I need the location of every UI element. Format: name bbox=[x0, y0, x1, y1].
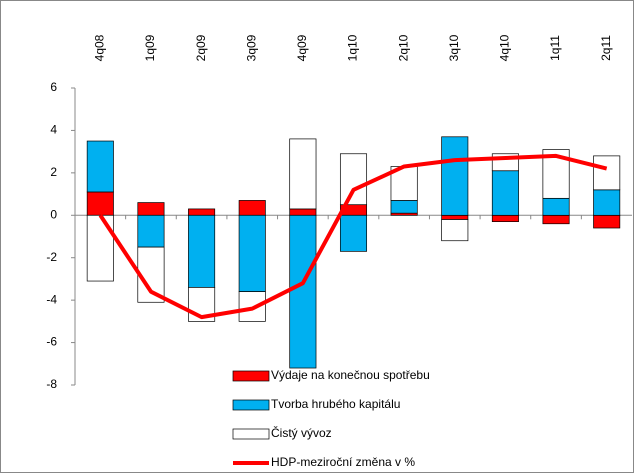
y-tick-label: 0 bbox=[50, 207, 57, 221]
bar bbox=[542, 197, 570, 216]
bar bbox=[593, 214, 621, 229]
y-tick-label: 4 bbox=[50, 123, 57, 137]
x-tick-label: 2q10 bbox=[396, 34, 410, 61]
bar bbox=[137, 202, 165, 216]
bar bbox=[86, 140, 114, 193]
x-tick-label: 1q10 bbox=[346, 34, 360, 61]
x-tick-label: 4q10 bbox=[498, 34, 512, 61]
legend-label: Tvorba hrubého kapitálu bbox=[271, 397, 400, 411]
legend-swatch bbox=[232, 399, 270, 411]
bar bbox=[542, 214, 570, 225]
y-tick-label: 2 bbox=[50, 165, 57, 179]
bar bbox=[441, 136, 469, 216]
bar bbox=[593, 155, 621, 191]
x-tick-label: 4q09 bbox=[295, 34, 309, 61]
x-tick-label: 1q11 bbox=[548, 35, 562, 61]
bar bbox=[441, 219, 469, 242]
bar bbox=[86, 191, 114, 216]
x-tick-label: 4q08 bbox=[92, 34, 106, 61]
x-tick-label: 1q09 bbox=[143, 34, 157, 61]
bar bbox=[339, 214, 368, 252]
bar bbox=[289, 138, 317, 210]
bar bbox=[593, 189, 621, 216]
bar bbox=[441, 214, 469, 220]
bar bbox=[390, 200, 418, 214]
legend-swatch bbox=[232, 428, 270, 440]
bar bbox=[86, 214, 114, 282]
bar bbox=[289, 214, 317, 369]
x-tick-label: 2q11 bbox=[599, 35, 613, 61]
bar bbox=[188, 214, 216, 288]
bar bbox=[339, 153, 368, 206]
legend-label: HDP-meziroční změna v % bbox=[271, 455, 415, 469]
bar bbox=[491, 170, 519, 216]
x-tick-label: 2q09 bbox=[194, 34, 208, 61]
bar bbox=[289, 208, 317, 216]
line-series bbox=[98, 153, 608, 320]
legend-swatch bbox=[232, 370, 270, 382]
y-tick-label: -2 bbox=[46, 250, 57, 264]
y-tick-label: -6 bbox=[46, 335, 57, 349]
x-tick-label: 3q10 bbox=[447, 34, 461, 61]
y-tick-label: 6 bbox=[50, 80, 57, 94]
bar bbox=[491, 214, 519, 223]
bar bbox=[188, 208, 216, 216]
y-tick-label: -4 bbox=[46, 292, 57, 306]
bar bbox=[137, 214, 165, 248]
x-tick-label: 3q09 bbox=[244, 34, 258, 61]
y-tick-label: -8 bbox=[46, 377, 57, 391]
legend-label: Výdaje na konečnou spotřebu bbox=[271, 368, 430, 382]
bar bbox=[238, 200, 266, 216]
legend-label: Čistý vývoz bbox=[271, 425, 332, 440]
bar bbox=[238, 214, 266, 293]
